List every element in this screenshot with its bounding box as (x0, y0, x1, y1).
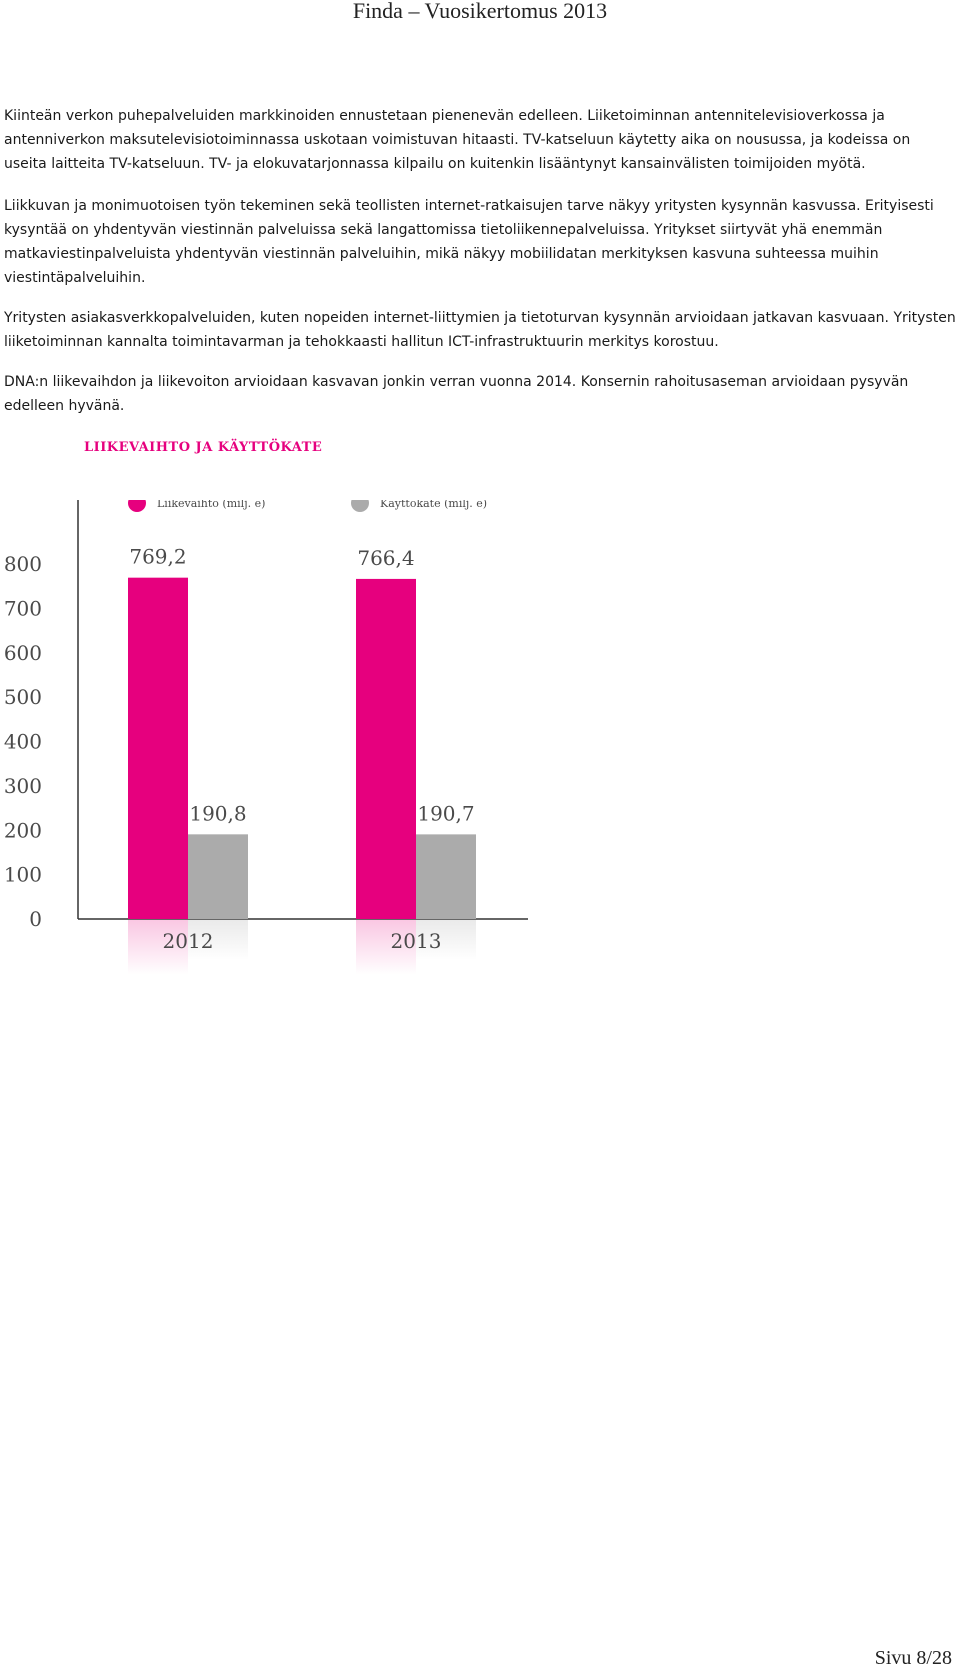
legend-marker (351, 500, 369, 512)
bar-value-label: 769,2 (129, 545, 186, 569)
page-number: Sivu 8/28 (874, 1647, 952, 1669)
y-tick-label: 600 (4, 641, 42, 665)
y-tick-label: 500 (4, 685, 42, 709)
y-tick-label: 200 (4, 818, 42, 842)
bar-value-label: 766,4 (357, 546, 414, 570)
bar (416, 834, 476, 919)
paragraph-3: Yritysten asiakasverkkopalveluiden, kute… (4, 310, 956, 350)
paragraph-2: Liikkuvan ja monimuotoisen työn tekemine… (4, 198, 934, 286)
y-tick-label: 100 (4, 863, 42, 887)
bar (356, 578, 416, 919)
x-category-label: 2013 (391, 929, 442, 953)
y-tick-label: 400 (4, 730, 42, 754)
bar-reflection (188, 920, 248, 961)
bar (188, 834, 248, 919)
bar-value-label: 190,8 (189, 801, 246, 825)
paragraph-4: DNA:n liikevaihdon ja liikevoiton arvioi… (4, 374, 909, 414)
y-tick-label: 700 (4, 596, 42, 620)
paragraph-1: Kiinteän verkon puhepalveluiden markkino… (4, 108, 911, 172)
bar (128, 577, 188, 919)
y-tick-label: 300 (4, 774, 42, 798)
bar-reflection (356, 920, 416, 975)
legend-marker (128, 500, 146, 512)
bar-reflection (128, 920, 188, 975)
legend-label: Käyttökate (milj. e) (380, 500, 487, 510)
bar-chart: 0 100 200 300 400 500 600 700 800 Liikevaihto (mi… (4, 500, 528, 975)
bar-value-label: 190,7 (417, 801, 474, 825)
y-tick-label: 0 (29, 907, 42, 931)
bar-reflection (416, 920, 476, 961)
legend-label: Liikevaihto (milj. e) (157, 500, 265, 510)
x-category-label: 2012 (163, 929, 214, 953)
y-tick-label: 800 (4, 552, 42, 576)
chart-title: LIIKEVAIHTO JA KÄYTTÖKATE (84, 440, 323, 455)
page-header-title: Finda – Vuosikertomus 2013 (352, 0, 608, 23)
